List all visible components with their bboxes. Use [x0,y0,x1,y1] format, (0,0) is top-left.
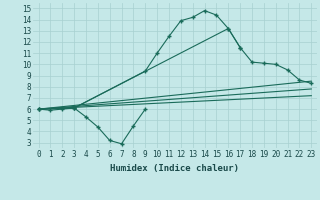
X-axis label: Humidex (Indice chaleur): Humidex (Indice chaleur) [110,164,239,173]
